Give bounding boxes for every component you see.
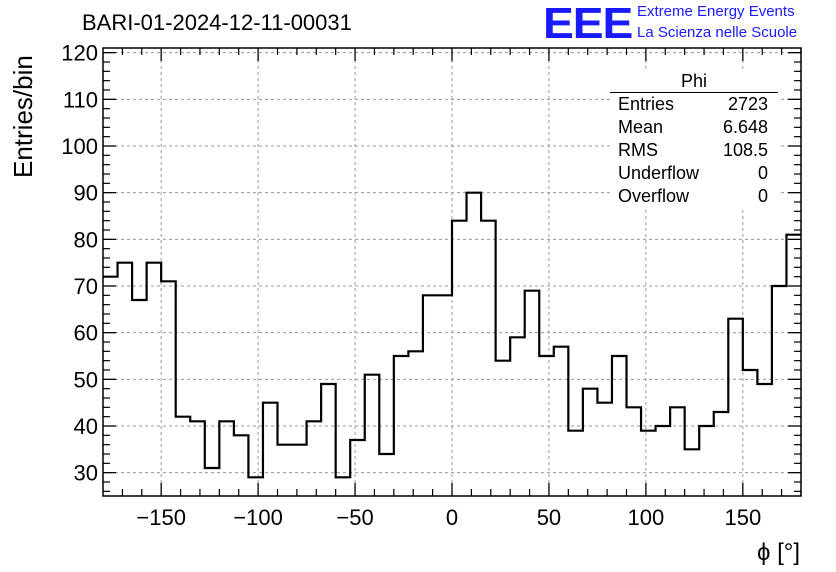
eee-logo: EEE — [543, 0, 633, 48]
x-tick-label: −150 — [136, 505, 186, 530]
stats-value: 6.648 — [722, 117, 768, 137]
x-tick-label: 0 — [446, 505, 458, 530]
x-tick-label: 150 — [724, 505, 761, 530]
stats-row-entries: Entries 2723 — [610, 93, 778, 116]
chart-title: BARI-01-2024-12-11-00031 — [82, 10, 352, 35]
stats-label: Overflow — [618, 186, 690, 206]
x-tick-label: −100 — [233, 505, 283, 530]
stats-label: Underflow — [618, 163, 700, 183]
stats-box: Phi Entries 2723 Mean 6.648 RMS 108.5 Un… — [610, 70, 778, 208]
y-tick-label: 30 — [74, 461, 98, 486]
stats-value: 108.5 — [722, 140, 768, 160]
stats-label: Mean — [618, 117, 664, 137]
stats-row-rms: RMS 108.5 — [610, 139, 778, 162]
stats-row-mean: Mean 6.648 — [610, 116, 778, 139]
x-axis-label: ϕ [°] — [757, 539, 800, 566]
y-tick-label: 80 — [74, 227, 98, 252]
x-tick-label: 100 — [628, 505, 665, 530]
y-tick-label: 110 — [63, 87, 98, 112]
logo-line-2: La Scienza nelle Scuole — [637, 24, 798, 41]
stats-value: 0 — [757, 186, 768, 206]
stats-label: RMS — [618, 140, 658, 160]
stats-value: 0 — [757, 163, 768, 183]
x-tick-label: 50 — [537, 505, 561, 530]
y-tick-label: 120 — [61, 41, 98, 66]
histogram-step-line — [103, 191, 801, 479]
y-tick-label: 90 — [74, 181, 98, 206]
y-tick-label: 50 — [74, 367, 98, 392]
ticks — [103, 48, 802, 496]
stats-value: 2723 — [727, 94, 768, 114]
y-tick-label: 60 — [74, 321, 98, 346]
stats-row-underflow: Underflow 0 — [610, 162, 778, 185]
y-tick-label: 100 — [61, 134, 98, 159]
y-tick-label: 70 — [74, 274, 98, 299]
stats-row-overflow: Overflow 0 — [610, 185, 778, 208]
logo-line-1: Extreme Energy Events — [637, 3, 795, 20]
tick-labels: −150 −100 −50 0 50 100 150 30 40 50 60 70 80 90 100 110… — [61, 41, 761, 530]
stats-label: Entries — [618, 94, 675, 114]
y-tick-label: 40 — [74, 414, 98, 439]
x-tick-label: −50 — [336, 505, 373, 530]
y-axis-label: Entries/bin — [8, 55, 38, 178]
stats-name: Phi — [610, 70, 778, 93]
